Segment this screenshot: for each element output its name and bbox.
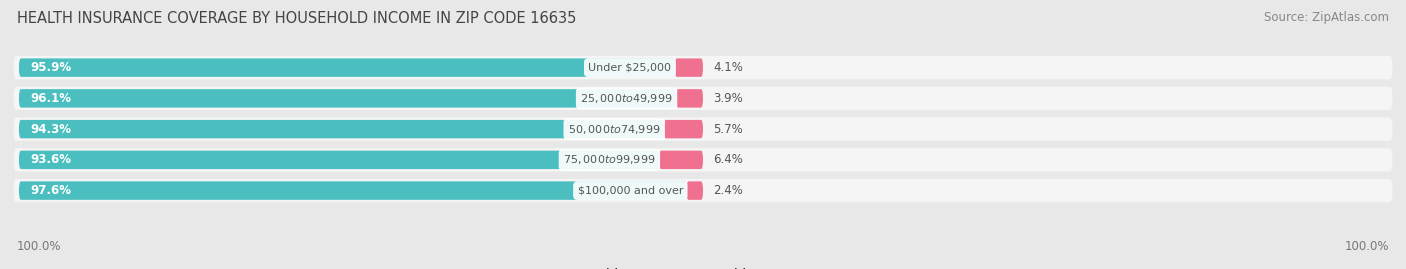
FancyBboxPatch shape — [14, 148, 1392, 172]
FancyBboxPatch shape — [14, 56, 1392, 79]
FancyBboxPatch shape — [659, 151, 703, 169]
FancyBboxPatch shape — [675, 58, 703, 77]
Text: $100,000 and over: $100,000 and over — [578, 186, 683, 196]
FancyBboxPatch shape — [18, 89, 676, 108]
FancyBboxPatch shape — [686, 181, 703, 200]
Text: $75,000 to $99,999: $75,000 to $99,999 — [564, 153, 655, 166]
Text: Source: ZipAtlas.com: Source: ZipAtlas.com — [1264, 11, 1389, 24]
Text: Under $25,000: Under $25,000 — [589, 63, 672, 73]
Text: 95.9%: 95.9% — [31, 61, 72, 74]
FancyBboxPatch shape — [14, 179, 1392, 202]
FancyBboxPatch shape — [18, 181, 686, 200]
Text: 2.4%: 2.4% — [713, 184, 744, 197]
FancyBboxPatch shape — [664, 120, 703, 138]
Text: 93.6%: 93.6% — [31, 153, 72, 166]
FancyBboxPatch shape — [18, 151, 659, 169]
Legend: With Coverage, Without Coverage: With Coverage, Without Coverage — [567, 263, 839, 269]
Text: 6.4%: 6.4% — [713, 153, 744, 166]
Text: 100.0%: 100.0% — [1344, 240, 1389, 253]
Text: 100.0%: 100.0% — [17, 240, 62, 253]
FancyBboxPatch shape — [18, 120, 664, 138]
FancyBboxPatch shape — [14, 118, 1392, 141]
Text: 96.1%: 96.1% — [31, 92, 72, 105]
Text: 4.1%: 4.1% — [713, 61, 744, 74]
Text: 3.9%: 3.9% — [713, 92, 742, 105]
FancyBboxPatch shape — [18, 58, 675, 77]
FancyBboxPatch shape — [14, 87, 1392, 110]
Text: $25,000 to $49,999: $25,000 to $49,999 — [581, 92, 673, 105]
Text: 5.7%: 5.7% — [713, 123, 742, 136]
Text: $50,000 to $74,999: $50,000 to $74,999 — [568, 123, 661, 136]
Text: HEALTH INSURANCE COVERAGE BY HOUSEHOLD INCOME IN ZIP CODE 16635: HEALTH INSURANCE COVERAGE BY HOUSEHOLD I… — [17, 11, 576, 26]
Text: 94.3%: 94.3% — [31, 123, 72, 136]
FancyBboxPatch shape — [676, 89, 703, 108]
Text: 97.6%: 97.6% — [31, 184, 72, 197]
